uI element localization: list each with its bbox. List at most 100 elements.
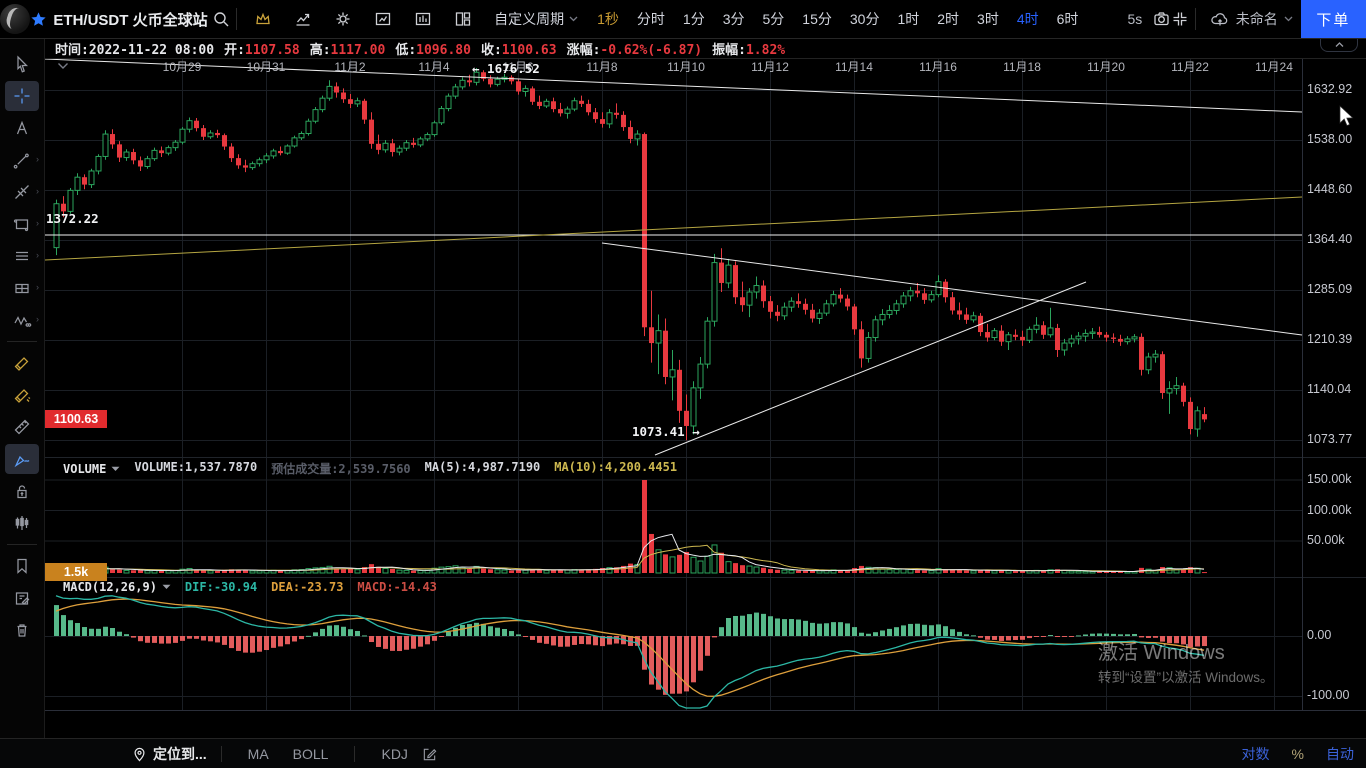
period-tab-分时[interactable]: 分时 [636,11,665,27]
chevron-down-icon [111,466,120,471]
volume-value-1: 预估成交量:2,539.7560 [271,462,411,476]
price-axis-tick: 1073.77 [1307,432,1353,446]
chart-style-icon[interactable] [366,6,400,32]
tool-notes[interactable] [5,583,39,613]
tool-expand-chevron[interactable]: › [36,282,39,292]
tool-rectangle-tool[interactable]: › [5,209,39,239]
tool-elliott-wave[interactable]: › [5,305,39,335]
go-to-date-button[interactable]: 定位到... [132,744,207,764]
place-order-button[interactable]: 下单 [1300,0,1366,38]
chart-canvas[interactable] [45,58,1366,738]
volume-axis-tick: 150.00k [1307,472,1352,486]
period-tab-3分[interactable]: 3分 [722,11,745,27]
percent-scale-toggle[interactable]: % [1291,746,1304,762]
tool-ruler[interactable] [5,412,39,442]
date-axis-tick: 10月29 [162,60,202,74]
ohlc-field-2: 高:1117.00 [309,42,386,58]
price-annotation: ← 1676.52 [472,61,540,76]
edit-indicators-icon[interactable] [422,747,437,762]
macd-indicator-selector[interactable]: MACD(12,26,9) [63,580,171,594]
search-icon[interactable] [212,6,230,32]
price-annotation: 1372.22 [46,211,99,226]
indicator-boll-button[interactable]: BOLL [292,746,329,762]
volume-axis-tick: 100.00k [1307,502,1352,517]
symbol-title[interactable]: ETH/USDT 火币全球站 [53,11,208,29]
divider [220,746,222,762]
windows-activation-watermark-line2: 转到“设置”以激活 Windows。 [1098,670,1274,685]
price-axis-tick: 1285.09 [1307,282,1353,296]
candle-countdown: 5s [1127,11,1143,27]
tool-bookmark[interactable] [5,551,39,581]
date-axis-tick: 11月10 [667,60,705,74]
camera-icon[interactable] [1152,6,1171,32]
volume-indicator-selector[interactable]: VOLUME [63,462,120,476]
settings-gear-icon[interactable] [326,6,360,32]
legend-collapse-icon[interactable] [57,62,69,70]
tool-parallel-lines[interactable]: › [5,241,39,271]
indicator-ma-button[interactable]: MA [247,746,269,762]
period-tab-4时[interactable]: 4时 [1016,11,1039,27]
period-tab-1秒[interactable]: 1秒 [597,11,619,27]
collapse-axis-tab[interactable] [1320,38,1358,52]
period-tab-3时[interactable]: 3时 [977,11,999,27]
ohlc-field-5: 涨幅:-0.62%(-6.87) [566,42,703,58]
tool-expand-chevron[interactable]: › [36,314,39,324]
windows-activation-watermark: 激活 Windows [1098,642,1225,664]
tool-lock[interactable] [5,476,39,506]
exchange-logo[interactable] [0,0,30,38]
tool-trash[interactable] [5,615,39,645]
period-tab-1时[interactable]: 1时 [897,11,920,27]
drawing-toolbar: › › › › › › [0,38,45,738]
tool-brush[interactable] [5,348,39,378]
tool-gann-tool[interactable]: › [5,177,39,207]
tool-pen[interactable] [5,444,39,474]
log-scale-toggle[interactable]: 对数 [1241,746,1270,762]
divider [354,746,356,762]
date-axis-tick: 11月12 [751,60,789,74]
price-axis-tick: 1538.00 [1307,132,1353,146]
chevron-down-icon [569,16,578,22]
layout-icon[interactable] [446,6,480,32]
indicators-icon[interactable] [286,6,320,32]
tool-eraser[interactable] [5,380,39,410]
toolbar-divider [7,544,37,545]
period-tab-5分[interactable]: 5分 [762,11,785,27]
date-axis-tick: 11月6 [502,60,534,74]
tool-expand-chevron[interactable]: › [36,250,39,260]
tool-pattern-tool[interactable]: › [5,273,39,303]
period-tab-6时[interactable]: 6时 [1056,11,1079,27]
tool-pointer[interactable] [5,49,39,79]
ohlc-field-3: 低:1096.80 [395,42,471,58]
volume-value-3: MA(10):4,200.4451 [554,460,678,474]
period-tab-15分[interactable]: 15分 [802,11,832,27]
tool-trend-line[interactable]: › [5,145,39,175]
tool-text-tool[interactable] [5,113,39,143]
macd-axis-tick: 0.00 [1307,628,1332,642]
tool-expand-chevron[interactable]: › [36,186,39,196]
macd-axis-tick: -100.00 [1307,688,1350,702]
compare-icon[interactable] [406,6,440,32]
volume-value-0: VOLUME:1,537.7870 [134,460,258,474]
custom-period-button[interactable]: 自定义周期 [494,9,578,29]
save-layout-button[interactable]: 未命名 [1210,9,1293,29]
favorite-star-icon[interactable] [30,6,47,32]
tool-expand-chevron[interactable]: › [36,218,39,228]
tool-candle-group[interactable] [5,508,39,538]
date-axis-tick: 11月8 [586,60,618,74]
crown-icon[interactable] [246,6,280,32]
period-tab-1分[interactable]: 1分 [682,11,705,27]
period-tab-2时[interactable]: 2时 [937,11,960,27]
tool-crosshair[interactable] [5,81,39,111]
period-tab-30分[interactable]: 30分 [849,11,880,27]
cloud-upload-icon [1211,13,1228,26]
chart-area[interactable]: 1632.92 1538.00 1448.60 1364.40 1285.09 1210.… [45,58,1366,738]
huobi-logo-icon [0,4,30,34]
ohlc-field-1: 开:1107.58 [224,42,300,58]
ohlc-field-4: 收:1100.63 [480,42,557,58]
ohlc-field-0: 时间:2022-11-22 08:00 [55,42,215,58]
auto-scale-toggle[interactable]: 自动 [1326,746,1354,762]
tool-expand-chevron[interactable]: › [36,154,39,164]
indicator-kdj-button[interactable]: KDJ [381,746,408,762]
collapse-fullscreen-icon[interactable] [1171,6,1189,32]
macd-value-2: MACD:-14.43 [357,580,437,594]
